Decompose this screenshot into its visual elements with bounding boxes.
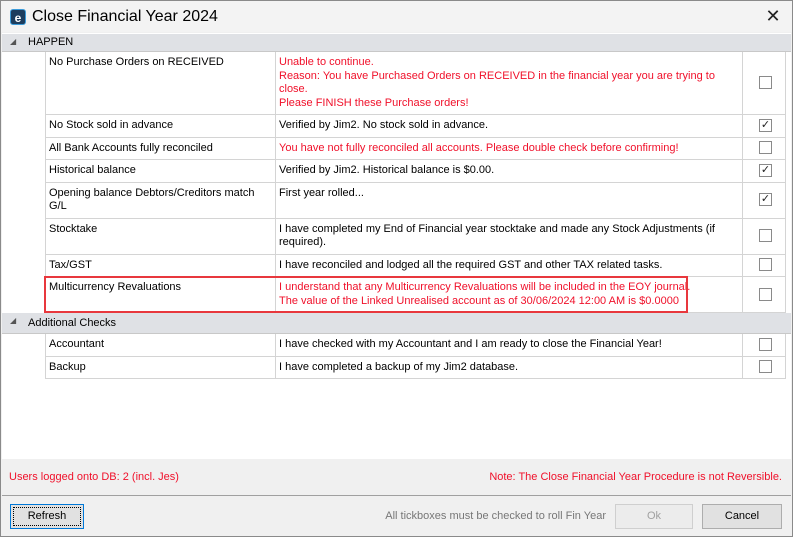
description-line: I understand that any Multicurrency Reva… [279, 281, 691, 293]
checkbox[interactable] [759, 229, 772, 242]
check-description: I have completed a backup of my Jim2 dat… [275, 356, 742, 378]
checkbox[interactable] [759, 287, 772, 301]
description-line: I have completed a backup of my Jim2 dat… [279, 360, 519, 373]
check-description: I understand that any Multicurrency Reva… [275, 277, 742, 312]
description-line: Reason: You have Purchased Orders on REC… [279, 69, 715, 96]
check-cell [742, 254, 786, 276]
check-row: Multicurrency Revaluations I understand … [44, 276, 786, 313]
check-name: All Bank Accounts fully reconciled [45, 137, 275, 159]
description-line: The value of the Linked Unrealised accou… [279, 294, 679, 307]
checkbox[interactable] [759, 360, 772, 374]
divider [2, 495, 791, 496]
description-line: I have checked with my Accountant and I … [279, 338, 662, 350]
check-description: I have checked with my Accountant and I … [275, 334, 742, 356]
check-description: Unable to continue. Reason: You have Purc… [275, 52, 742, 114]
check-name: Multicurrency Revaluations [45, 277, 275, 312]
check-row: Opening balance Debtors/Creditors match … [45, 182, 786, 219]
description-line: Verified by Jim2. Historical balance is … [279, 164, 495, 176]
checkbox[interactable] [759, 258, 772, 272]
checkbox[interactable] [759, 141, 772, 155]
not-reversible-note: Note: The Close Financial Year Procedure… [489, 471, 782, 483]
description-line: Verified by Jim2. No stock sold in advan… [279, 119, 489, 131]
window-title: Close Financial Year 2024 [32, 7, 218, 25]
description-line: required). [279, 236, 327, 248]
check-cell [742, 137, 786, 159]
check-cell: ✓ [742, 182, 786, 218]
description-line: First year rolled... [279, 186, 364, 199]
description-line: You have not fully reconciled all accoun… [279, 141, 679, 154]
checkbox[interactable] [759, 337, 772, 351]
collapse-icon[interactable]: ◢ [10, 37, 17, 46]
check-cell [742, 52, 786, 114]
description-line: Unable to continue. [279, 56, 374, 68]
check-row: Backup I have completed a backup of my J… [45, 356, 786, 379]
check-description: I have completed my End of Financial yea… [275, 218, 742, 254]
check-row: No Stock sold in advance Verified by Jim… [45, 115, 786, 138]
checkbox[interactable]: ✓ [759, 193, 772, 206]
check-description: First year rolled... [275, 182, 742, 218]
check-description: Verified by Jim2. Historical balance is … [275, 160, 742, 182]
users-logged-status: Users logged onto DB: 2 (incl. Jes) [9, 471, 179, 483]
check-cell [742, 334, 786, 356]
refresh-button[interactable]: Refresh [10, 504, 84, 529]
checks-grid: ◢ HAPPEN No Purchase Orders on RECEIVED Un… [2, 33, 791, 459]
check-name: No Purchase Orders on RECEIVED [45, 52, 275, 114]
group-label: HAPPEN [24, 34, 791, 51]
check-row: Stocktake I have completed my End of Fin… [45, 218, 786, 255]
check-cell [742, 277, 786, 312]
tickbox-hint: All tickboxes must be checked to roll Fi… [385, 510, 606, 522]
description-line: I have completed my End of Financial yea… [279, 222, 715, 235]
check-row: Tax/GST I have reconciled and lodged all… [45, 254, 786, 277]
check-cell [742, 218, 786, 254]
checkbox[interactable]: ✓ [759, 163, 772, 177]
check-name: Backup [45, 356, 275, 378]
cancel-button[interactable]: Cancel [702, 504, 782, 529]
title-bar: e Close Financial Year 2024 ✕ [1, 1, 792, 32]
check-name: Opening balance Debtors/Creditors match … [45, 182, 275, 218]
collapse-icon[interactable]: ◢ [10, 316, 17, 325]
checkbox[interactable] [759, 76, 772, 89]
check-cell: ✓ [742, 160, 786, 182]
check-description: I have reconciled and lodged all the req… [275, 254, 742, 276]
check-description: You have not fully reconciled all accoun… [275, 137, 742, 159]
group-header[interactable]: ◢ Additional Checks [2, 313, 791, 334]
check-row: Accountant I have checked with my Accoun… [45, 334, 786, 357]
description-line: I have reconciled and lodged all the req… [279, 258, 663, 271]
description-line: Please FINISH these Purchase orders! [279, 96, 469, 109]
group-header[interactable]: ◢ HAPPEN [2, 34, 791, 52]
check-cell: ✓ [742, 115, 786, 137]
check-name: Stocktake [45, 218, 275, 254]
check-name: No Stock sold in advance [45, 115, 275, 137]
check-row: Historical balance Verified by Jim2. His… [45, 160, 786, 183]
ok-button[interactable]: Ok [615, 504, 693, 529]
check-description: Verified by Jim2. No stock sold in advan… [275, 115, 742, 137]
check-row: All Bank Accounts fully reconciled You h… [45, 137, 786, 160]
check-row: No Purchase Orders on RECEIVED Unable to… [45, 52, 786, 115]
check-name: Historical balance [45, 160, 275, 182]
check-name: Accountant [45, 334, 275, 356]
group-label: Additional Checks [24, 313, 791, 333]
check-cell [742, 356, 786, 378]
checkbox[interactable]: ✓ [759, 118, 772, 132]
check-name: Tax/GST [45, 254, 275, 276]
close-icon[interactable]: ✕ [765, 6, 781, 26]
app-logo-icon: e [10, 8, 26, 25]
